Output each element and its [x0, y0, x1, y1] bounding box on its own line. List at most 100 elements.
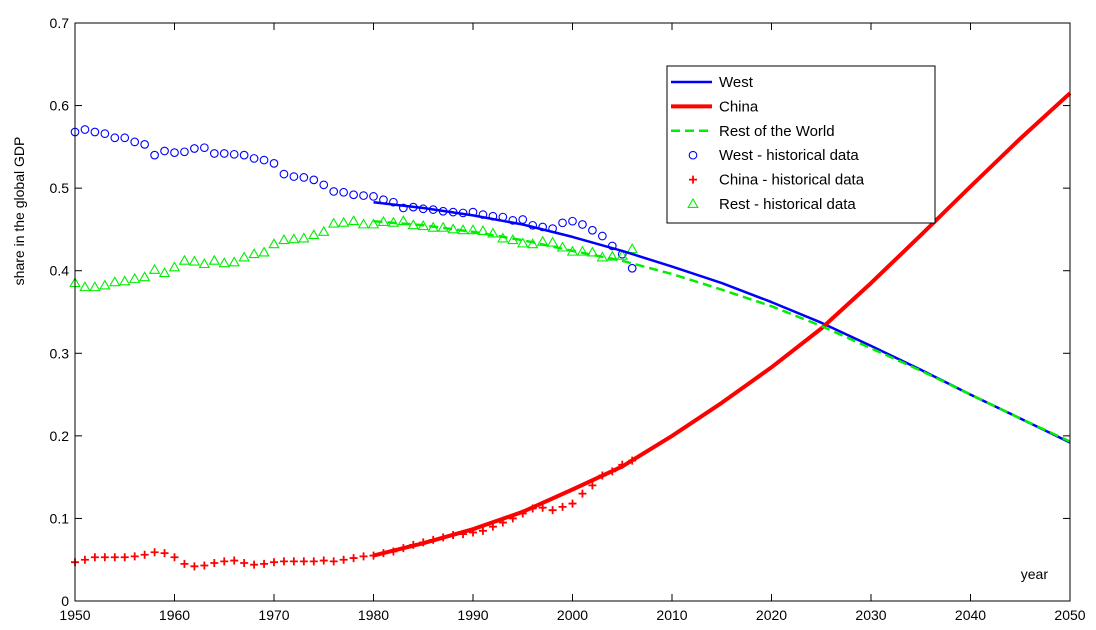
legend-entry-label: China - historical data	[719, 172, 865, 189]
triangle-marker	[128, 272, 141, 283]
circle-marker	[279, 169, 289, 179]
triangle-marker	[347, 215, 360, 226]
triangle-marker	[148, 263, 161, 274]
circle-marker	[309, 175, 319, 185]
plus-marker	[220, 557, 229, 566]
triangle-marker	[208, 254, 221, 265]
circle-marker	[518, 215, 528, 224]
triangle-marker	[238, 251, 250, 262]
series-line-west	[373, 200, 1071, 444]
triangle-marker	[437, 221, 449, 232]
triangle-marker	[357, 218, 370, 229]
triangle-marker	[546, 236, 559, 247]
x-tick-label: 2010	[656, 607, 687, 623]
circle-marker	[568, 216, 577, 226]
triangle-marker	[517, 237, 529, 248]
triangle-marker	[586, 246, 599, 257]
axes: 1950 1960 1970 1980 1990 2000 2010 2020 2030 2040…	[50, 15, 1086, 623]
circle-marker	[80, 125, 90, 134]
circle-marker	[259, 155, 269, 165]
triangle-marker	[327, 217, 340, 228]
triangle-marker	[298, 232, 310, 243]
circle-marker	[299, 173, 309, 182]
triangle-marker	[218, 257, 230, 268]
circle-marker	[597, 231, 607, 241]
circle-marker	[508, 215, 518, 225]
series-china-historical-data	[71, 456, 637, 571]
plus-marker	[170, 553, 179, 562]
triangle-marker	[576, 245, 589, 256]
circle-marker	[578, 220, 587, 229]
y-tick-label: 0.6	[50, 98, 70, 114]
plus-marker	[190, 562, 199, 571]
circle-marker	[160, 146, 169, 156]
triangle-marker	[109, 276, 121, 287]
triangle-marker	[367, 218, 380, 229]
plus-marker	[689, 175, 697, 184]
circle-marker	[90, 127, 100, 137]
plus-marker	[90, 553, 99, 562]
circle-marker	[190, 144, 199, 153]
plus-marker	[120, 553, 129, 562]
plus-marker	[130, 552, 139, 561]
circle-marker	[319, 180, 329, 190]
series-west-historical-data	[70, 125, 637, 273]
plus-marker	[260, 559, 269, 568]
plus-marker	[478, 526, 487, 535]
circle-marker	[150, 150, 159, 160]
circle-marker	[229, 149, 239, 159]
triangle-marker	[138, 271, 151, 282]
circle-marker	[100, 129, 110, 138]
legend: West China Rest of the World West - histori…	[666, 65, 936, 224]
x-tick-label: 1960	[159, 607, 190, 623]
x-tick-label: 2030	[855, 607, 886, 623]
plus-marker	[558, 502, 567, 511]
triangle-marker	[89, 281, 101, 292]
circle-marker	[209, 149, 219, 158]
triangle-marker	[318, 225, 330, 236]
circle-marker	[130, 137, 140, 147]
y-tick-label: 0	[61, 593, 69, 609]
circle-marker	[269, 159, 279, 168]
triangle-marker	[79, 281, 91, 292]
triangle-marker	[99, 279, 111, 290]
circle-marker	[627, 263, 637, 273]
triangle-marker	[477, 224, 489, 236]
triangle-marker	[188, 255, 201, 266]
plus-marker	[329, 557, 338, 566]
plus-marker	[180, 559, 189, 568]
triangle-marker	[467, 224, 479, 235]
circle-marker	[249, 154, 259, 163]
plus-marker	[588, 481, 597, 490]
plus-marker	[230, 556, 239, 565]
triangle-marker	[616, 249, 628, 260]
plus-marker	[279, 557, 288, 566]
circle-marker	[538, 222, 548, 232]
plus-marker	[299, 557, 308, 566]
series-line-rest-of-the-world	[373, 219, 1071, 443]
x-tick-label: 2000	[557, 607, 588, 623]
legend-entry-label: Rest of the World	[719, 123, 835, 140]
plus-marker	[110, 553, 119, 562]
plus-marker	[319, 556, 328, 565]
circle-marker	[219, 149, 229, 158]
triangle-marker	[337, 216, 350, 227]
series-rest-historical-data	[69, 215, 638, 292]
legend-entry-label: West - historical data	[719, 147, 859, 164]
triangle-marker	[258, 246, 270, 257]
y-tick-label: 0.2	[50, 428, 70, 444]
triangle-marker	[248, 248, 260, 259]
y-axis-label: share in the global GDP	[11, 137, 27, 286]
circle-marker	[110, 133, 120, 143]
circle-marker	[239, 150, 249, 160]
circle-marker	[140, 140, 149, 149]
plus-marker	[289, 557, 298, 566]
x-tick-label: 1970	[258, 607, 289, 623]
y-tick-label: 0.1	[50, 510, 70, 526]
x-axis-label: year	[1021, 566, 1049, 582]
plus-marker	[210, 559, 219, 568]
x-tick-label: 1950	[59, 607, 90, 623]
y-tick-label: 0.4	[50, 263, 70, 279]
triangle-marker	[556, 241, 569, 252]
triangle-marker	[158, 267, 171, 278]
